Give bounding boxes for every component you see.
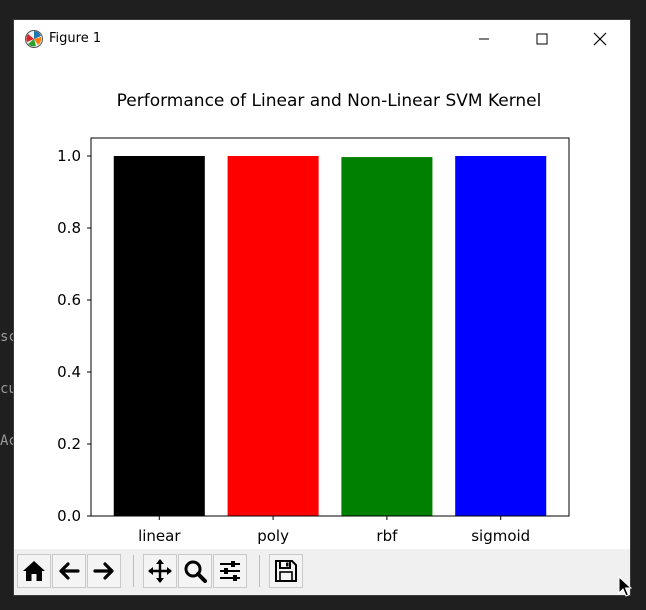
forward-button[interactable] bbox=[87, 554, 121, 588]
figure-canvas[interactable]: Performance of Linear and Non-Linear SVM… bbox=[14, 58, 630, 549]
navigation-toolbar bbox=[14, 549, 630, 595]
maximize-button[interactable] bbox=[513, 20, 571, 58]
x-tick-label: sigmoid bbox=[471, 527, 530, 545]
chart-title: Performance of Linear and Non-Linear SVM… bbox=[117, 91, 542, 111]
minimize-button[interactable] bbox=[455, 20, 513, 58]
bar-sigmoid bbox=[455, 156, 547, 516]
background-text-3: Ac bbox=[0, 433, 17, 449]
zoom-button[interactable] bbox=[178, 554, 212, 588]
background-text-1: sc bbox=[0, 329, 17, 345]
window-title: Figure 1 bbox=[49, 31, 102, 46]
toolbar-separator bbox=[133, 555, 134, 587]
pan-icon bbox=[148, 559, 172, 583]
y-tick-label: 0.4 bbox=[57, 363, 81, 381]
back-button[interactable] bbox=[52, 554, 86, 588]
matplotlib-app-icon bbox=[24, 29, 44, 49]
y-tick-label: 0.2 bbox=[57, 435, 81, 453]
minimize-icon bbox=[479, 38, 489, 40]
x-tick-label: poly bbox=[257, 527, 289, 545]
mouse-cursor-icon bbox=[618, 576, 632, 597]
background-text-2: cu bbox=[0, 381, 17, 397]
forward-arrow-icon bbox=[93, 562, 114, 580]
y-tick-label: 1.0 bbox=[57, 147, 81, 165]
home-icon bbox=[23, 561, 45, 581]
back-arrow-icon bbox=[59, 562, 80, 580]
y-tick-label: 0.6 bbox=[57, 291, 81, 309]
y-tick-label: 0.0 bbox=[57, 507, 81, 525]
x-tick-label: rbf bbox=[376, 527, 398, 545]
home-button[interactable] bbox=[17, 554, 51, 588]
y-tick-label: 0.8 bbox=[57, 219, 81, 237]
configure-subplots-icon bbox=[220, 561, 240, 581]
save-icon bbox=[275, 560, 297, 582]
bar-chart: Performance of Linear and Non-Linear SVM… bbox=[57, 91, 570, 545]
toolbar-separator bbox=[259, 555, 260, 587]
axes-frame bbox=[90, 137, 570, 517]
save-button[interactable] bbox=[269, 554, 303, 588]
configure-subplots-button[interactable] bbox=[213, 554, 247, 588]
maximize-icon bbox=[536, 33, 548, 45]
bar-poly bbox=[227, 156, 319, 516]
pan-button[interactable] bbox=[143, 554, 177, 588]
bar-rbf bbox=[341, 157, 433, 516]
bar-linear bbox=[113, 156, 205, 516]
title-bar[interactable]: Figure 1 bbox=[14, 20, 630, 58]
zoom-icon bbox=[184, 560, 207, 583]
close-icon bbox=[593, 32, 607, 46]
close-button[interactable] bbox=[571, 20, 629, 58]
figure-window: Figure 1 Performance of Linear and Non-L… bbox=[14, 20, 630, 595]
x-tick-label: linear bbox=[138, 527, 181, 545]
